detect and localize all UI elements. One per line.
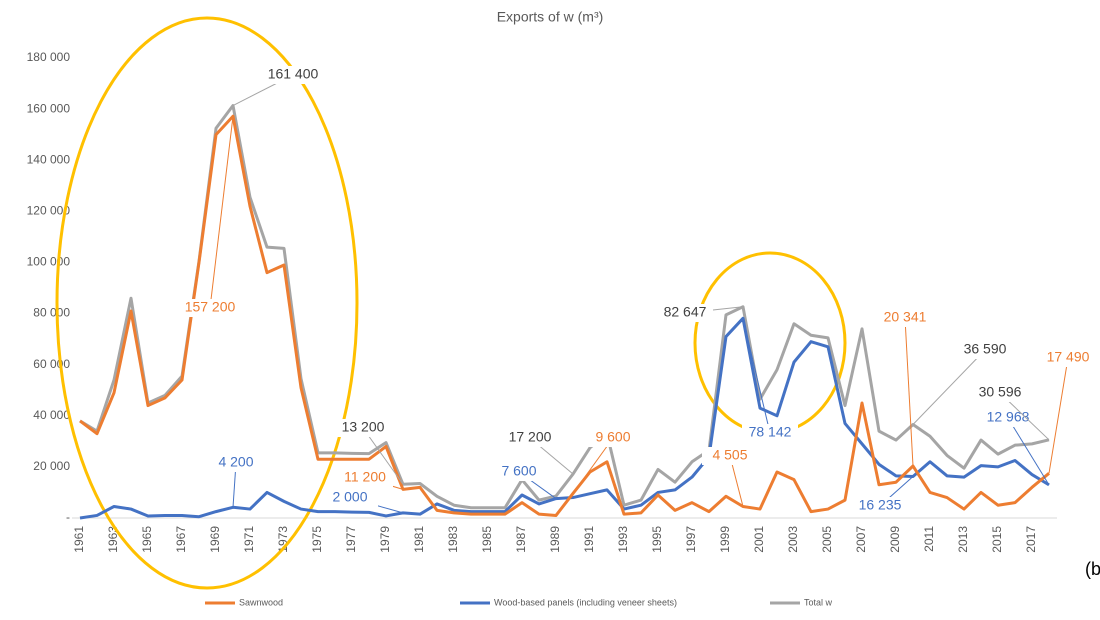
y-tick-label: -: [66, 510, 70, 524]
x-tick-label: 1981: [412, 526, 426, 553]
x-tick-label: 1993: [616, 526, 630, 553]
label-bg: [585, 429, 641, 447]
legend-label: Wood-based panels (including veneer shee…: [494, 597, 677, 607]
label-bg: [877, 309, 933, 327]
label-bg: [265, 66, 321, 84]
leader-line: [904, 317, 914, 467]
x-tick-label: 1989: [548, 526, 562, 553]
y-tick-label: 80 000: [33, 306, 70, 320]
data-label: 157 200: [185, 299, 236, 315]
x-tick-label: 1997: [684, 526, 698, 553]
label-bg: [322, 489, 378, 507]
x-tick-label: 1991: [582, 526, 596, 553]
x-tick-label: 1961: [72, 526, 86, 553]
annotation: (b: [1085, 559, 1100, 579]
x-tick-label: 2011: [922, 526, 936, 552]
x-tick-label: 2017: [1024, 526, 1038, 553]
x-tick-label: 1983: [446, 526, 460, 553]
data-label: 82 647: [664, 304, 707, 320]
x-tick-label: 1979: [378, 526, 392, 553]
label-bg: [208, 454, 264, 472]
data-label: 78 142: [749, 424, 792, 440]
x-tick-label: 1987: [514, 526, 528, 553]
series-line: [79, 114, 1050, 517]
y-tick-label: 60 000: [33, 357, 70, 371]
data-label: 4 200: [218, 454, 253, 470]
x-tick-label: 2001: [752, 526, 766, 553]
x-tick-label: 2015: [990, 526, 1004, 553]
leader-line: [742, 318, 771, 434]
y-tick-label: 160 000: [27, 101, 71, 115]
x-tick-label: 1999: [718, 526, 732, 553]
data-label: 20 341: [884, 309, 927, 325]
leader-line: [572, 437, 614, 494]
data-label: 9 600: [595, 429, 630, 445]
leader-line: [209, 116, 234, 309]
y-tick-label: 40 000: [33, 408, 70, 422]
y-tick-label: 140 000: [27, 152, 71, 166]
y-tick-label: 120 000: [27, 204, 71, 218]
x-tick-label: 2013: [956, 526, 970, 553]
x-tick-label: 1963: [106, 526, 120, 553]
data-label: 17 200: [509, 429, 552, 445]
label-bg: [1040, 349, 1096, 367]
leader-line: [912, 349, 986, 425]
y-tick-label: 100 000: [27, 255, 71, 269]
series-line: [79, 316, 1050, 520]
x-tick-label: 1967: [174, 526, 188, 553]
legend-label: Sawnwood: [239, 597, 283, 607]
label-bg: [657, 304, 713, 322]
chart-title: Exports of w (m³): [497, 9, 604, 25]
data-label: 11 200: [344, 469, 386, 485]
x-tick-label: 1969: [208, 526, 222, 553]
highlight-ellipse: [55, 16, 359, 590]
data-label: 17 490: [1047, 349, 1090, 365]
data-label: 13 200: [342, 419, 385, 435]
label-bg: [182, 299, 238, 317]
data-label: 2 000: [332, 489, 367, 505]
legend-label: Total w: [804, 597, 833, 607]
label-bg: [852, 497, 908, 515]
label-bg: [972, 384, 1028, 402]
data-label: 30 596: [979, 384, 1022, 400]
data-label: 36 590: [964, 341, 1007, 357]
x-tick-label: 2009: [888, 526, 902, 553]
label-bg: [337, 469, 393, 487]
y-tick-label: 180 000: [27, 50, 71, 64]
data-label: 16 235: [859, 497, 902, 513]
leader-line: [1007, 417, 1050, 486]
leader-line: [362, 427, 404, 485]
x-tick-label: 1995: [650, 526, 664, 553]
data-label: 7 600: [501, 463, 536, 479]
x-tick-label: 1985: [480, 526, 494, 553]
x-tick-label: 1977: [344, 526, 358, 553]
label-bg: [335, 419, 391, 437]
y-tick-label: 20 000: [33, 459, 70, 473]
label-bg: [742, 424, 798, 442]
x-tick-label: 1965: [140, 526, 154, 553]
x-tick-label: 1975: [310, 526, 324, 553]
leader-line: [1048, 357, 1069, 474]
data-label: 12 968: [987, 409, 1030, 425]
label-bg: [502, 429, 558, 447]
label-bg: [957, 341, 1013, 359]
label-bg: [491, 463, 547, 481]
x-tick-label: 2003: [786, 526, 800, 553]
x-tick-label: 2007: [854, 526, 868, 553]
x-tick-label: 1971: [242, 526, 256, 553]
label-bg: [702, 447, 758, 465]
series-line: [79, 104, 1050, 510]
x-tick-label: 2005: [820, 526, 834, 553]
data-label: 4 505: [712, 447, 747, 463]
data-label: 161 400: [268, 66, 319, 82]
